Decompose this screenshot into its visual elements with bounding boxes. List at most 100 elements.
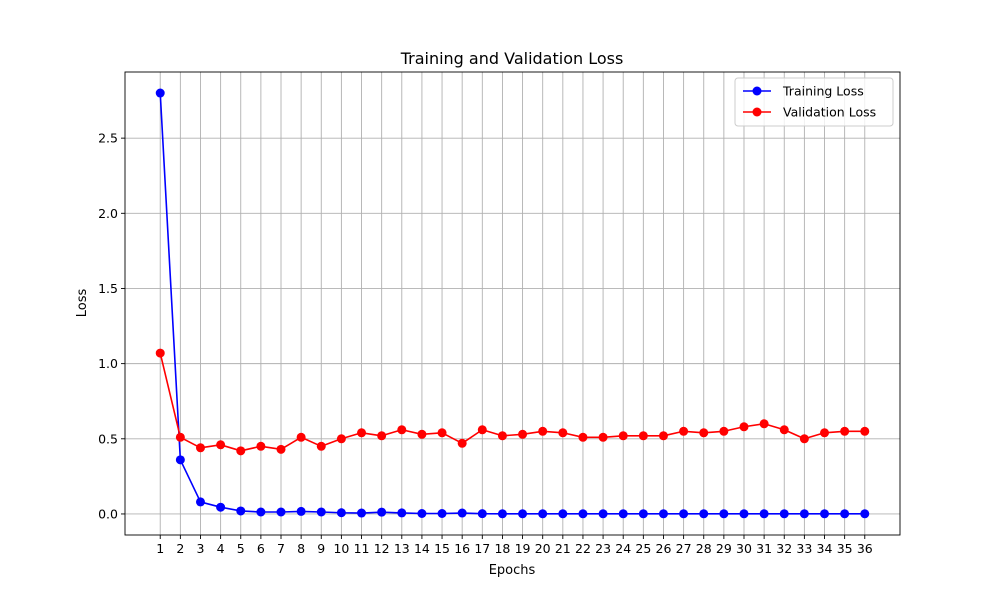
x-tick-label: 13	[394, 541, 410, 556]
x-tick-label: 10	[333, 541, 349, 556]
validation-loss-point	[598, 432, 608, 442]
x-tick-label: 33	[796, 541, 812, 556]
validation-loss-point	[155, 348, 165, 358]
training-loss-point	[699, 509, 709, 519]
validation-loss-point	[658, 431, 668, 441]
x-tick-label: 29	[716, 541, 732, 556]
validation-loss-point	[256, 441, 266, 451]
x-tick-label: 14	[414, 541, 430, 556]
validation-loss-point	[216, 440, 226, 450]
training-loss-point	[538, 509, 548, 519]
validation-loss-point	[377, 431, 387, 441]
validation-loss-point	[357, 428, 367, 438]
training-loss-series	[155, 88, 870, 519]
x-tick-label: 1	[156, 541, 164, 556]
validation-loss-point	[397, 425, 407, 435]
y-tick-label: 0.0	[98, 506, 118, 521]
x-tick-label: 23	[595, 541, 611, 556]
y-tick-label: 1.0	[98, 356, 118, 371]
x-tick-label: 32	[776, 541, 792, 556]
training-loss-point	[779, 509, 789, 519]
training-loss-point	[739, 509, 749, 519]
validation-loss-point	[296, 432, 306, 442]
validation-loss-point	[820, 428, 830, 438]
x-tick-label: 34	[817, 541, 833, 556]
y-tick-label: 0.5	[98, 431, 118, 446]
training-loss-point	[799, 509, 809, 519]
training-loss-point	[256, 507, 266, 517]
x-tick-label: 35	[837, 541, 853, 556]
validation-loss-point	[840, 426, 850, 436]
legend-marker-validation-loss	[752, 107, 762, 117]
training-loss-point	[820, 509, 830, 519]
x-tick-label: 5	[237, 541, 245, 556]
legend-marker-training-loss	[752, 86, 762, 96]
x-tick-label: 21	[555, 541, 571, 556]
validation-loss-point	[518, 429, 528, 439]
training-loss-point	[236, 506, 246, 516]
x-axis-ticks: 1 2 3 4 5 6 7 8 9 10 11 12 13 14 15 16 17 18 19 20 21 22 23 24 2…	[156, 535, 873, 556]
validation-loss-point	[799, 434, 809, 444]
x-tick-label: 28	[696, 541, 712, 556]
chart-title: Training and Validation Loss	[400, 49, 624, 68]
x-tick-label: 18	[494, 541, 510, 556]
y-axis-label: Loss	[75, 289, 90, 318]
training-loss-point	[296, 506, 306, 516]
x-tick-label: 30	[736, 541, 752, 556]
x-tick-label: 25	[635, 541, 651, 556]
training-loss-point	[457, 508, 467, 518]
training-loss-point	[658, 509, 668, 519]
x-tick-label: 24	[615, 541, 631, 556]
validation-loss-point	[759, 419, 769, 429]
legend-label-training-loss: Training Loss	[782, 84, 864, 99]
validation-loss-point	[236, 446, 246, 456]
x-tick-label: 27	[676, 541, 692, 556]
legend: Training Loss Validation Loss	[734, 77, 894, 127]
x-tick-label: 17	[474, 541, 490, 556]
y-tick-label: 2.5	[98, 131, 118, 146]
validation-loss-point	[437, 428, 447, 438]
training-loss-point	[638, 509, 648, 519]
validation-loss-point	[497, 431, 507, 441]
training-loss-point	[216, 502, 226, 512]
training-loss-point	[377, 507, 387, 517]
validation-loss-point	[457, 438, 467, 448]
x-tick-label: 12	[374, 541, 390, 556]
validation-loss-point	[578, 432, 588, 442]
series-layer	[155, 88, 870, 519]
training-loss-point	[578, 509, 588, 519]
training-loss-point	[598, 509, 608, 519]
validation-loss-point	[316, 441, 326, 451]
x-tick-label: 6	[257, 541, 265, 556]
training-loss-point	[357, 508, 367, 518]
training-loss-point	[417, 509, 427, 519]
x-tick-label: 22	[575, 541, 591, 556]
validation-loss-point	[860, 426, 870, 436]
training-loss-point	[840, 509, 850, 519]
training-loss-point	[618, 509, 628, 519]
validation-loss-point	[336, 434, 346, 444]
training-loss-point	[759, 509, 769, 519]
x-tick-label: 36	[857, 541, 873, 556]
x-tick-label: 7	[277, 541, 285, 556]
validation-loss-point	[779, 425, 789, 435]
training-loss-point	[276, 507, 286, 517]
x-tick-label: 11	[354, 541, 370, 556]
x-tick-label: 2	[176, 541, 184, 556]
validation-loss-point	[699, 428, 709, 438]
validation-loss-series	[155, 348, 870, 456]
x-tick-label: 9	[317, 541, 325, 556]
validation-loss-point	[618, 431, 628, 441]
x-tick-label: 19	[515, 541, 531, 556]
grid	[125, 72, 900, 535]
validation-loss-point	[638, 431, 648, 441]
y-axis-ticks: 0.0 0.5 1.0 1.5 2.0 2.5	[98, 131, 125, 521]
x-axis-label: Epochs	[489, 563, 536, 578]
validation-loss-point	[175, 432, 185, 442]
validation-loss-point	[739, 422, 749, 432]
x-tick-label: 15	[434, 541, 450, 556]
legend-entry-validation-loss: Validation Loss	[743, 105, 876, 120]
x-tick-label: 3	[197, 541, 205, 556]
training-loss-point	[336, 508, 346, 518]
